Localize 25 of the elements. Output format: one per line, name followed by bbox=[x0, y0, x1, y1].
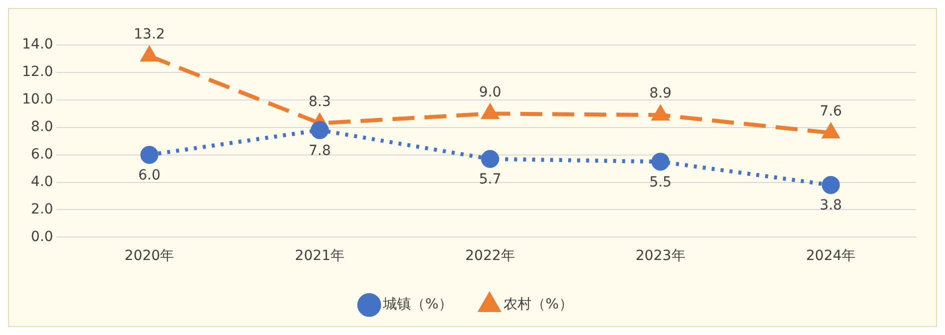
y-tick-label: 12.0 bbox=[22, 64, 54, 80]
x-tick-label: 2020年 bbox=[124, 248, 174, 264]
data-label: 13.2 bbox=[134, 26, 165, 43]
data-label: 7.6 bbox=[820, 104, 842, 120]
y-tick-label: 2.0 bbox=[30, 201, 54, 218]
data-label: 3.8 bbox=[820, 198, 842, 214]
data-label: 8.9 bbox=[649, 86, 672, 102]
x-tick-label: 2023年 bbox=[636, 248, 686, 264]
data-label: 5.7 bbox=[478, 172, 502, 188]
legend-label: 城镇（%） bbox=[382, 296, 453, 313]
y-tick-label: 0.0 bbox=[30, 228, 54, 245]
y-tick-label: 14.0 bbox=[22, 36, 54, 53]
y-tick-label: 4.0 bbox=[30, 174, 54, 190]
x-tick-label: 2024年 bbox=[806, 248, 856, 264]
x-tick-label: 2022年 bbox=[465, 248, 515, 264]
legend-label: 农村（%） bbox=[504, 296, 573, 313]
data-label: 8.3 bbox=[308, 94, 331, 110]
data-label: 5.5 bbox=[649, 174, 672, 190]
data-label: 6.0 bbox=[138, 167, 160, 184]
y-tick-label: 6.0 bbox=[30, 146, 54, 162]
x-tick-label: 2021年 bbox=[294, 248, 345, 264]
y-tick-label: 8.0 bbox=[30, 119, 54, 136]
data-label: 7.8 bbox=[308, 142, 331, 159]
y-tick-label: 10.0 bbox=[22, 92, 54, 108]
data-label: 9.0 bbox=[478, 84, 502, 100]
